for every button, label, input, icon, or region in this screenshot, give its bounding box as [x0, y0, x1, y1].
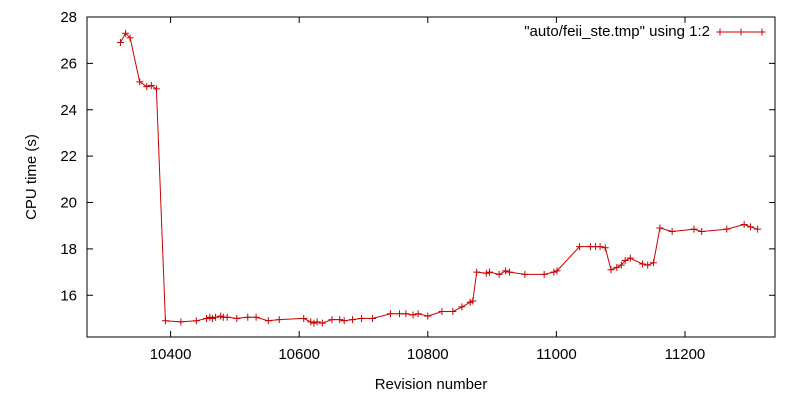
data-point	[550, 268, 558, 276]
data-point	[358, 314, 366, 322]
data-point	[223, 313, 231, 321]
data-point	[143, 83, 151, 91]
data-point	[607, 266, 615, 274]
data-point	[152, 85, 160, 93]
data-point	[596, 243, 604, 251]
legend: "auto/feii_ste.tmp" using 1:2	[524, 23, 766, 40]
data-point	[458, 303, 466, 311]
data-point	[313, 318, 321, 326]
data-point	[601, 244, 609, 252]
series-line	[119, 32, 758, 324]
data-point	[177, 318, 185, 326]
x-tick-label: 11200	[665, 346, 706, 363]
y-tick-label: 26	[60, 55, 77, 72]
y-tick-label: 22	[60, 148, 77, 165]
data-point	[521, 270, 529, 278]
data-point	[621, 256, 629, 264]
data-point	[626, 254, 634, 262]
data-point	[469, 297, 477, 305]
data-point	[212, 313, 220, 321]
data-point	[495, 270, 503, 278]
data-point	[723, 225, 731, 233]
data-point	[414, 310, 422, 318]
data-point	[208, 314, 216, 322]
data-point	[639, 260, 647, 268]
data-point	[318, 319, 326, 327]
legend-marker-plus	[716, 28, 724, 36]
data-point	[122, 29, 130, 37]
y-tick-label: 16	[60, 287, 77, 304]
data-point	[613, 263, 621, 271]
data-point	[540, 270, 548, 278]
data-point	[424, 312, 432, 320]
data-point	[505, 268, 513, 276]
data-point	[264, 317, 272, 325]
data-point	[668, 227, 676, 235]
data-point	[617, 261, 625, 269]
data-point	[486, 268, 494, 276]
data-point	[698, 227, 706, 235]
data-point	[126, 34, 134, 42]
data-point	[275, 316, 283, 324]
data-point	[473, 268, 481, 276]
data-point	[252, 313, 260, 321]
data-point	[349, 316, 357, 324]
plot-frame	[86, 16, 776, 338]
data-point	[395, 310, 403, 318]
data-point	[747, 223, 755, 231]
data-point	[116, 39, 124, 47]
data-point	[300, 314, 308, 322]
data-point	[690, 225, 698, 233]
data-point	[553, 267, 561, 275]
data-point	[740, 221, 748, 229]
y-tick-label: 24	[60, 102, 77, 119]
x-axis-title: Revision number	[375, 376, 488, 393]
data-point	[644, 261, 652, 269]
data-point	[402, 310, 410, 318]
data-point	[147, 81, 155, 89]
legend-marker-plus	[758, 28, 766, 36]
data-point	[386, 310, 394, 318]
data-point	[340, 317, 348, 325]
data-point	[328, 316, 336, 324]
data-point	[449, 307, 457, 315]
data-point	[649, 259, 657, 267]
y-tick-label: 20	[60, 195, 77, 212]
data-point	[482, 269, 490, 277]
y-tick-label: 28	[60, 9, 77, 26]
x-tick-label: 10400	[150, 346, 192, 363]
y-axis-title: CPU time (s)	[23, 134, 40, 220]
data-point	[438, 307, 446, 315]
data-point	[192, 317, 200, 325]
data-point	[502, 267, 510, 275]
x-tick-label: 10600	[278, 346, 320, 363]
data-point	[244, 313, 252, 321]
legend-marker	[716, 28, 766, 36]
data-point	[336, 316, 344, 324]
legend-marker-plus	[737, 28, 745, 36]
y-tick-label: 18	[60, 241, 77, 258]
data-point	[136, 78, 144, 86]
x-tick-label: 11000	[536, 346, 577, 363]
data-point	[368, 314, 376, 322]
series-layer	[116, 29, 762, 327]
data-point	[161, 317, 169, 325]
x-tick-label: 10800	[407, 346, 449, 363]
data-point	[754, 225, 762, 233]
legend-label: "auto/feii_ste.tmp" using 1:2	[524, 23, 710, 40]
axis-ticks: 10400 10600 10800 11000 11200 16 18 20 22 24 26 28	[60, 9, 775, 363]
data-point	[310, 319, 318, 327]
data-point	[576, 243, 584, 251]
data-point	[409, 311, 417, 319]
data-point	[233, 314, 241, 322]
data-point	[307, 318, 315, 326]
data-point	[656, 224, 664, 232]
